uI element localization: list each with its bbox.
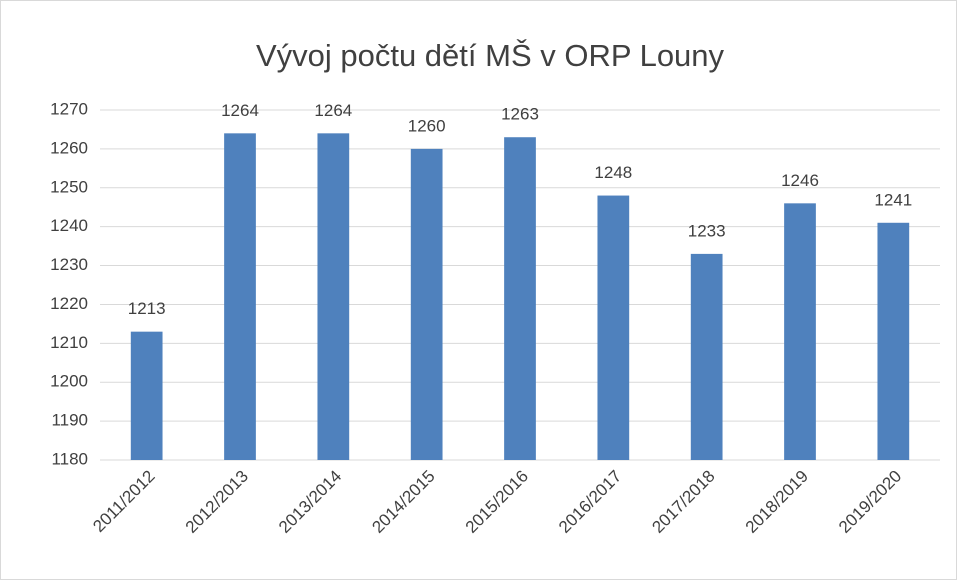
bar: [597, 195, 630, 461]
data-label: 1263: [501, 105, 539, 124]
y-tick-label: 1260: [50, 138, 88, 157]
y-tick-label: 1180: [51, 449, 88, 468]
data-label: 1233: [688, 221, 726, 240]
y-tick-label: 1230: [50, 255, 88, 274]
bar: [130, 331, 163, 460]
y-tick-label: 1220: [50, 294, 88, 313]
y-tick-label: 1240: [50, 216, 88, 235]
bar: [224, 133, 256, 461]
y-tick-label: 1190: [51, 411, 88, 430]
data-label: 1241: [874, 190, 912, 209]
chart-title: Vývoj počtu dětí MŠ v ORP Louny: [256, 38, 725, 73]
bar: [877, 222, 910, 460]
bar: [504, 137, 536, 460]
y-tick-label: 1250: [50, 177, 88, 196]
data-label: 1213: [128, 299, 166, 318]
bar: [690, 253, 723, 460]
bar: [317, 133, 350, 461]
y-tick-label: 1200: [50, 372, 88, 391]
data-label: 1264: [314, 101, 352, 120]
data-label: 1246: [781, 171, 819, 190]
bar: [410, 148, 443, 460]
y-tick-label: 1270: [50, 99, 88, 118]
bar: [784, 203, 816, 461]
data-label: 1260: [408, 116, 446, 135]
y-tick-label: 1210: [50, 333, 88, 352]
data-label: 1264: [221, 101, 259, 120]
data-label: 1248: [594, 163, 632, 182]
